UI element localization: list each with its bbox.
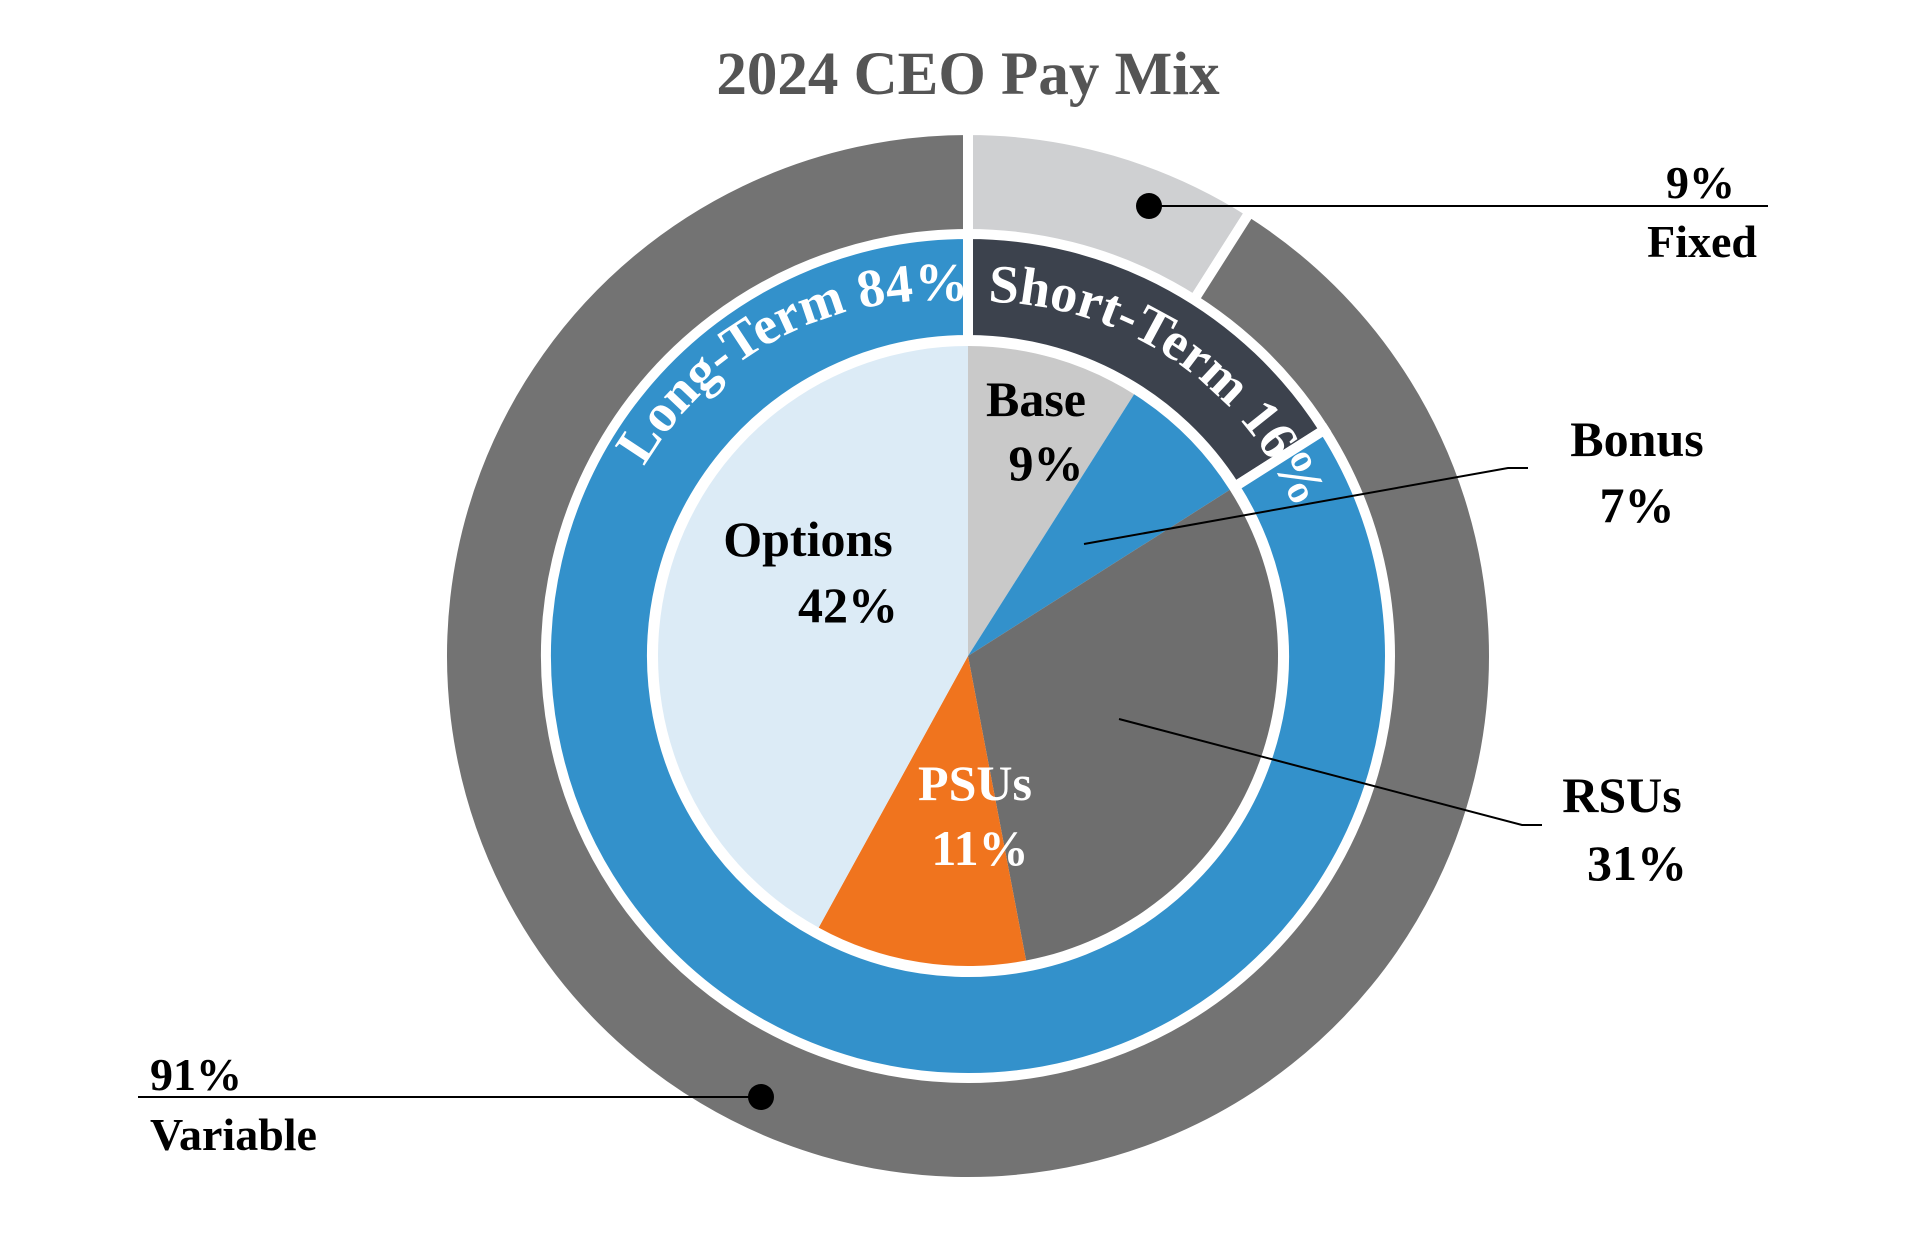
rsus-name: RSUs <box>1562 767 1681 823</box>
base-value: 9% <box>1009 435 1084 491</box>
inner-pie-segment-psus <box>818 656 1027 966</box>
inner-pie-segment-rsus <box>968 489 1278 961</box>
options-value: 42% <box>798 577 898 633</box>
chart-title: 2024 CEO Pay Mix <box>716 41 1220 108</box>
variable-marker <box>748 1084 774 1110</box>
bonus-leader-line <box>1083 467 1528 545</box>
inner-pie-segment-options <box>658 346 968 928</box>
rsus-leader-line <box>1118 718 1542 826</box>
inner-pie <box>650 338 1286 974</box>
bonus-name: Bonus <box>1570 411 1703 467</box>
inner-pie-segment-bonus <box>968 394 1230 656</box>
fixed-value: 9% <box>1666 157 1735 208</box>
psus-label: PSUs <box>918 755 1032 811</box>
psus-value: 11% <box>931 820 1028 876</box>
rsus-value: 31% <box>1587 835 1687 891</box>
fixed-name: Fixed <box>1647 216 1757 267</box>
bonus-value: 7% <box>1600 477 1675 533</box>
fixed-marker <box>1136 193 1162 219</box>
variable-name: Variable <box>150 1109 317 1160</box>
variable-value: 91% <box>150 1049 242 1100</box>
options-label: Options <box>723 511 893 567</box>
base-label: Base <box>986 371 1086 427</box>
inner-pie-segment-base <box>968 346 1135 656</box>
